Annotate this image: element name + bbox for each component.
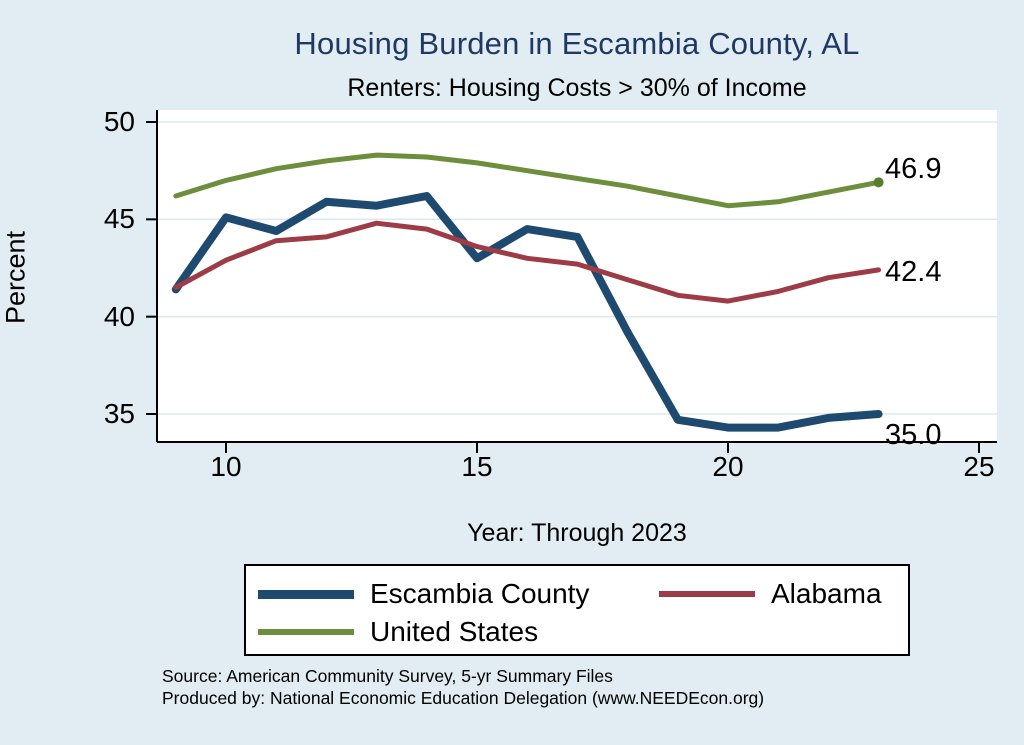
series-line-escambia-county (171, 192, 883, 432)
x-tick-label: 25 (963, 451, 995, 482)
chart-title: Housing Burden in Escambia County, AL (294, 26, 860, 61)
source-note: Source: American Community Survey, 5-yr … (162, 666, 613, 686)
alabama-line-swatch (659, 591, 755, 597)
end-label-united-states: 46.9 (885, 153, 942, 186)
legend: Escambia County Alabama United States (244, 564, 910, 656)
legend-entry-escambia: Escambia County (258, 577, 589, 611)
y-tick-label: 50 (103, 106, 135, 137)
chart-subtitle: Renters: Housing Costs > 30% of Income (347, 74, 807, 102)
y-tick-label: 35 (103, 398, 135, 429)
legend-label-alabama: Alabama (771, 578, 882, 609)
produced-by-note: Produced by: National Economic Education… (162, 688, 765, 708)
end-label-alabama: 42.4 (885, 255, 942, 288)
x-tick-label: 10 (210, 451, 242, 482)
x-axis-label: Year: Through 2023 (467, 519, 687, 547)
y-tick-label: 40 (103, 300, 135, 332)
united-states-end-dot (873, 177, 884, 188)
y-tick-label: 45 (103, 203, 135, 235)
legend-entry-alabama: Alabama (659, 577, 882, 611)
x-tick-label: 20 (712, 451, 744, 482)
end-label-escambia: 35.0 (885, 419, 942, 451)
x-tick-label: 15 (461, 451, 493, 482)
united-states-line-swatch (258, 629, 354, 635)
series-line-united-states (173, 152, 882, 209)
y-axis-title: Percent (0, 230, 31, 325)
legend-entry-united-states: United States (258, 615, 538, 649)
escambia-line-swatch (258, 589, 354, 599)
series-line-alabama (173, 220, 882, 304)
plot-background (157, 110, 997, 442)
legend-label-united-states: United States (370, 616, 539, 647)
legend-label-escambia: Escambia County (370, 578, 590, 609)
